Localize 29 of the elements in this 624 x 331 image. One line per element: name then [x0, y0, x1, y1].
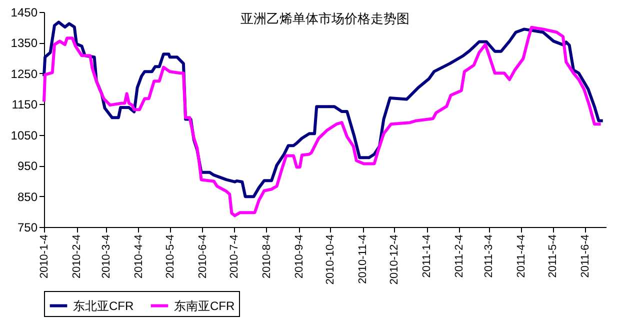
- legend-label: 东南亚CFR: [174, 298, 235, 313]
- y-tick-label: 1050: [10, 128, 38, 142]
- x-tick-label: 2010-8-4: [260, 234, 273, 279]
- x-tick-label: 2010-5-4: [164, 234, 176, 279]
- x-tick-label: 2010-4-4: [132, 234, 145, 279]
- x-tick-label: 2011-2-4: [454, 234, 466, 278]
- x-tick-label: 2010-10-4: [324, 234, 337, 285]
- x-tick-label: 2011-4-4: [516, 234, 528, 278]
- y-tick-label: 1250: [10, 66, 38, 81]
- x-tick-label: 2010-1-4: [38, 234, 50, 279]
- x-tick-label: 2010-7-4: [228, 234, 240, 279]
- x-tick-label: 2010-11-4: [357, 234, 370, 284]
- x-tick-label: 2010-9-4: [293, 234, 306, 279]
- x-tick-label: 2010-6-4: [196, 234, 209, 279]
- y-tick-label: 750: [17, 220, 38, 234]
- x-tick-label: 2010-3-4: [100, 234, 112, 279]
- y-tick-label: 850: [17, 190, 38, 204]
- legend-label: 东北亚CFR: [73, 298, 134, 313]
- x-tick-label: 2011-1-4: [421, 234, 434, 278]
- y-tick-label: 1350: [10, 36, 38, 50]
- x-tick-label: 2011-3-4: [483, 234, 496, 278]
- chart-title: 亚洲乙烯单体市场价格走势图: [240, 11, 410, 26]
- y-tick-label: 1450: [10, 6, 38, 20]
- x-tick-label: 2010-2-4: [71, 234, 84, 279]
- x-tick-label: 2011-6-4: [580, 234, 592, 278]
- x-tick-label: 2010-12-4: [388, 234, 401, 285]
- y-tick-label: 1150: [12, 98, 38, 112]
- y-tick-label: 950: [17, 159, 38, 174]
- x-tick-label: 2011-5-4: [547, 234, 560, 278]
